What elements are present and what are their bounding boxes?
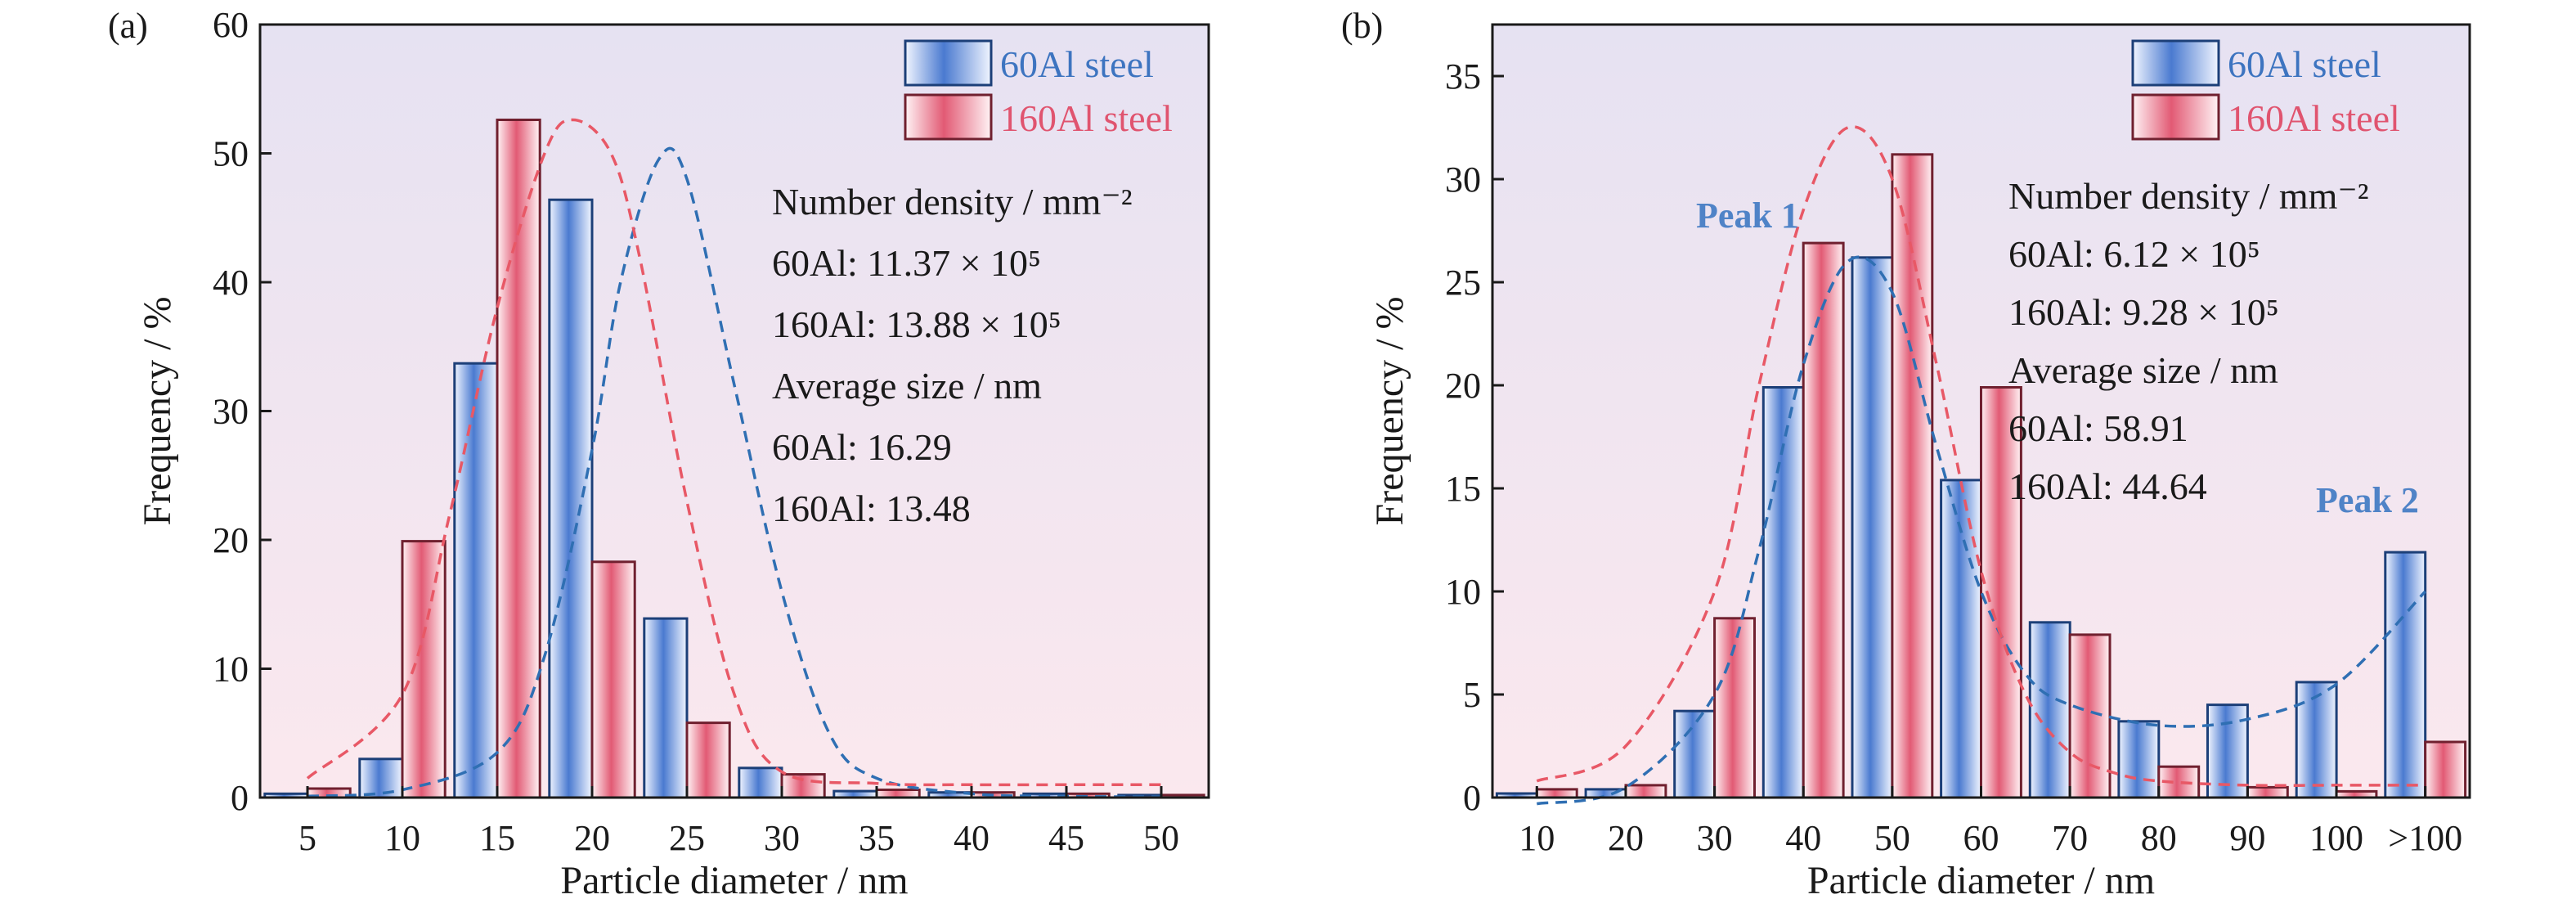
y-tick-label-1: 10 (213, 650, 249, 690)
y-tick-label-5: 25 (1445, 263, 1481, 303)
y-tick-label-6: 60 (213, 5, 249, 45)
x-tick-label-6: 35 (859, 818, 895, 858)
bar-60al-5 (738, 766, 783, 799)
x-tick-label-4: 50 (1874, 818, 1910, 858)
fit-curve-60al (307, 146, 1162, 798)
bar-160al-10 (2424, 740, 2467, 799)
x-tick-label-3: 20 (574, 818, 610, 858)
x-tick-label-2: 30 (1697, 818, 1733, 858)
x-tick-label-7: 80 (2141, 818, 2177, 858)
panel-label: (b) (1341, 6, 1383, 46)
legend-label-60al: 60Al steel (2228, 43, 2381, 85)
bar-60al-10 (2384, 551, 2427, 799)
y-tick-label-1: 5 (1463, 675, 1481, 715)
x-tick-label-1: 20 (1608, 818, 1644, 858)
legend-swatch-160al (2131, 93, 2220, 141)
y-tick-label-5: 50 (213, 134, 249, 174)
bar-160al-0 (1535, 788, 1578, 799)
y-tick-label-3: 15 (1445, 469, 1481, 509)
bar-160al-2 (496, 119, 541, 799)
peak-label-1: Peak 1 (1696, 196, 1799, 236)
y-tick-label-4: 20 (1445, 366, 1481, 406)
annotation-line-2: 160Al: 13.88 × 10⁵ (772, 303, 1061, 345)
bar-160al-1 (401, 540, 447, 799)
y-tick-label-2: 20 (213, 520, 249, 560)
annotation-line-3: Average size / nm (2008, 349, 2278, 391)
x-tick-label-9: 50 (1143, 818, 1179, 858)
bar-60al-2 (453, 362, 499, 799)
legend-label-160al: 160Al steel (1000, 97, 1173, 139)
x-tick-label-5: 30 (764, 818, 800, 858)
bar-60al-1 (358, 757, 404, 799)
bar-60al-6 (2028, 621, 2071, 799)
y-tick-label-4: 40 (213, 263, 249, 303)
bar-160al-8 (2246, 785, 2289, 799)
panel-a: 0 10 20 30 40 50 60 5 10 15 20 25 30 35 40 45 50 Particle… (108, 5, 1210, 902)
annotation-line-3: Average size / nm (772, 365, 1042, 407)
legend-label-60al: 60Al steel (1000, 43, 1154, 85)
y-axis-label: Frequency / % (1368, 297, 1411, 526)
x-tick-label-7: 40 (954, 818, 990, 858)
y-tick-label-7: 35 (1445, 56, 1481, 97)
fit-curve-160al (306, 118, 1161, 787)
x-tick-label-5: 60 (1963, 818, 1999, 858)
x-tick-label-8: 45 (1048, 818, 1084, 858)
bar-160al-5 (780, 773, 826, 799)
annotation-line-1: 60Al: 6.12 × 10⁵ (2008, 233, 2260, 275)
annotation-line-0: Number density / mm⁻² (2008, 175, 2369, 217)
panel-label: (a) (108, 6, 148, 46)
bar-160al-1 (1624, 784, 1667, 799)
bar-60al-4 (643, 617, 689, 799)
x-tick-label-0: 5 (298, 818, 316, 858)
y-tick-label-6: 30 (1445, 160, 1481, 200)
x-tick-label-6: 70 (2052, 818, 2088, 858)
x-tick-label-2: 15 (479, 818, 515, 858)
x-tick-label-9: 100 (2309, 818, 2363, 858)
x-tick-label-1: 10 (384, 818, 420, 858)
bar-60al-3 (548, 198, 594, 799)
y-tick-label-0: 0 (231, 778, 249, 818)
annotation-line-1: 60Al: 11.37 × 10⁵ (772, 242, 1041, 284)
y-tick-label-3: 30 (213, 392, 249, 432)
bar-160al-4 (1891, 153, 1934, 799)
bar-160al-6 (2068, 633, 2112, 799)
bar-60al-4 (1851, 256, 1894, 799)
y-tick-label-2: 10 (1445, 572, 1481, 612)
bar-160al-3 (590, 560, 636, 799)
legend-label-160al: 160Al steel (2228, 97, 2400, 139)
x-axis-label: Particle diameter / nm (560, 859, 908, 902)
legend-swatch-160al (904, 93, 993, 141)
x-axis-label: Particle diameter / nm (1807, 859, 2155, 902)
bar-60al-9 (2295, 681, 2338, 799)
bar-160al-3 (1802, 241, 1845, 799)
fit-curve-160al (1536, 125, 2426, 788)
x-tick-label-3: 40 (1785, 818, 1821, 858)
annotation-line-2: 160Al: 9.28 × 10⁵ (2008, 291, 2279, 333)
y-axis-label: Frequency / % (136, 297, 179, 526)
x-tick-label-4: 25 (669, 818, 705, 858)
peak-label-2: Peak 2 (2316, 480, 2419, 520)
annotation-line-5: 160Al: 13.48 (772, 488, 971, 529)
panel-b: 0 5 10 15 20 25 30 35 10 20 30 40 50 60 70 80 90 100 >100 P… (1341, 6, 2471, 902)
x-tick-label-8: 90 (2229, 818, 2265, 858)
y-tick-label-0: 0 (1463, 778, 1481, 818)
annotation-line-4: 60Al: 58.91 (2008, 407, 2188, 449)
annotation-line-0: Number density / mm⁻² (772, 181, 1133, 223)
x-tick-label-10: >100 (2388, 818, 2462, 858)
bar-60al-2 (1673, 709, 1717, 799)
legend-swatch-60al (904, 39, 993, 87)
annotation-line-5: 160Al: 44.64 (2008, 465, 2207, 507)
bar-60al-7 (2117, 720, 2161, 799)
legend-swatch-60al (2131, 39, 2220, 87)
bar-160al-4 (685, 721, 731, 799)
x-tick-label-0: 10 (1519, 818, 1555, 858)
annotation-line-4: 60Al: 16.29 (772, 426, 952, 468)
fit-curve-60al (1536, 255, 2426, 806)
